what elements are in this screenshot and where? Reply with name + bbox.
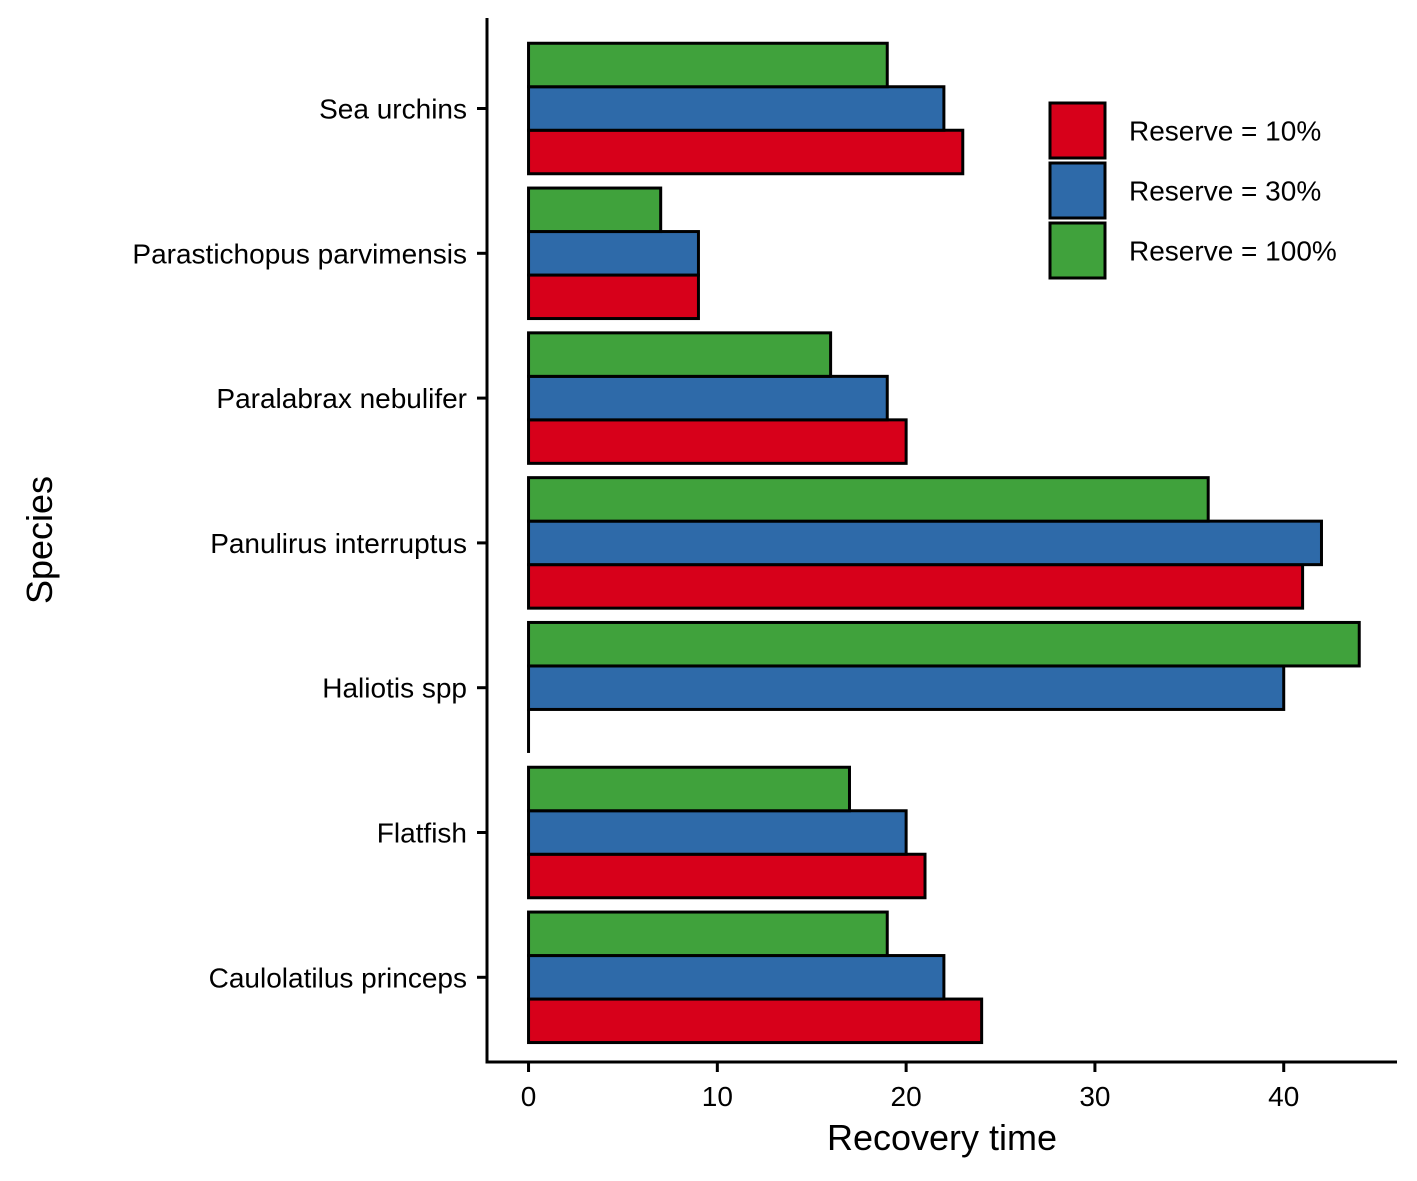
legend-label: Reserve = 10% xyxy=(1129,116,1321,147)
x-axis-title: Recovery time xyxy=(827,1117,1057,1158)
y-tick-label: Parastichopus parvimensis xyxy=(132,238,467,269)
x-tick-label: 20 xyxy=(891,1081,922,1112)
x-tick-label: 30 xyxy=(1079,1081,1110,1112)
x-tick-label: 10 xyxy=(702,1081,733,1112)
y-axis-title: Species xyxy=(19,476,60,604)
legend-key xyxy=(1048,221,1107,280)
bar xyxy=(527,519,1323,567)
legend-label: Reserve = 30% xyxy=(1129,176,1321,207)
bar xyxy=(527,997,984,1045)
y-tick-label: Haliotis spp xyxy=(322,673,467,704)
bar xyxy=(527,910,889,958)
bar xyxy=(527,664,1286,711)
bar xyxy=(527,41,889,89)
bar xyxy=(527,128,965,176)
bar xyxy=(527,765,851,813)
x-tick-label: 0 xyxy=(521,1081,537,1112)
legend-key xyxy=(1048,161,1107,220)
y-tick-label: Flatfish xyxy=(377,818,467,849)
bar xyxy=(527,809,908,856)
y-tick-label: Sea urchins xyxy=(319,94,467,125)
bar xyxy=(527,186,663,234)
legend-label: Reserve = 100% xyxy=(1129,236,1337,267)
bar xyxy=(527,954,946,1001)
bar xyxy=(527,374,889,422)
bar xyxy=(527,85,946,132)
legend-key xyxy=(1048,101,1107,160)
bar xyxy=(527,476,1210,523)
axes-layer: Sea urchins Parastichopus parvimensis Para… xyxy=(132,18,1397,1112)
y-tick-label: Panulirus interruptus xyxy=(210,528,467,559)
bars-layer xyxy=(527,41,1361,1045)
x-tick-label: 40 xyxy=(1268,1081,1299,1112)
bar xyxy=(527,418,908,465)
bar xyxy=(527,230,700,277)
bar xyxy=(527,852,927,900)
legend: Reserve = 10% Reserve = 30% Reserve = 100% xyxy=(1048,101,1337,280)
y-tick-label: Paralabrax nebulifer xyxy=(216,383,467,414)
bar xyxy=(527,563,1305,610)
y-tick-label: Caulolatilus princeps xyxy=(209,962,467,993)
bar xyxy=(527,331,833,378)
bar xyxy=(527,273,700,321)
bar xyxy=(527,620,1361,668)
